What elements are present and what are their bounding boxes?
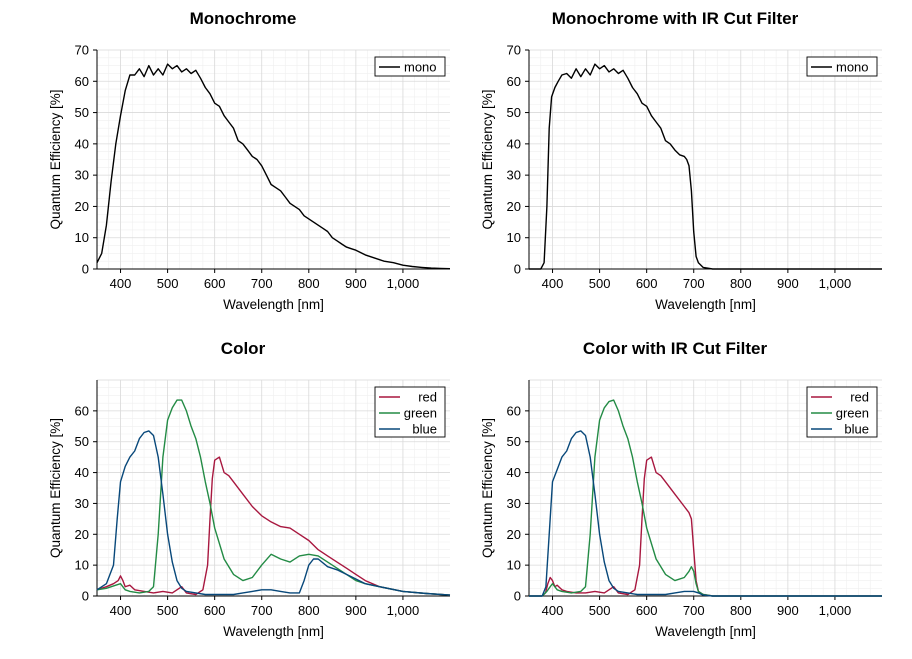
- y-tick-label: 30: [507, 496, 521, 511]
- y-tick-label: 20: [75, 527, 89, 542]
- legend-label-green: green: [404, 406, 437, 421]
- legend-label-red: red: [418, 390, 437, 405]
- x-tick-label: 700: [251, 276, 273, 291]
- x-tick-label: 900: [777, 603, 799, 618]
- y-tick-label: 10: [75, 230, 89, 245]
- y-tick-label: 0: [514, 589, 521, 604]
- legend-label-mono: mono: [836, 60, 869, 75]
- x-tick-label: 500: [589, 603, 611, 618]
- legend-label-red: red: [850, 390, 869, 405]
- legend-box: [806, 56, 878, 77]
- y-tick-label: 30: [507, 168, 521, 183]
- y-tick-label: 0: [514, 262, 521, 277]
- legend-label-blue: blue: [412, 422, 437, 437]
- x-tick-label: 600: [204, 276, 226, 291]
- legend: mono: [374, 56, 446, 77]
- x-tick-label: 900: [345, 603, 367, 618]
- y-axis-label: Quantum Efficiency [%]: [480, 418, 495, 558]
- x-tick-label: 700: [683, 603, 705, 618]
- series-line-blue: [96, 430, 451, 596]
- chart-panel-1: 400 500 600 700 800 900 1,000 0 10 20 30 40 50 60 70 Wa…: [48, 9, 451, 312]
- series-line-mono: [96, 63, 451, 270]
- y-tick-label: 50: [75, 105, 89, 120]
- y-tick-label: 50: [507, 105, 521, 120]
- x-tick-label: 800: [730, 276, 752, 291]
- y-tick-label: 30: [75, 496, 89, 511]
- x-tick-label: 1,000: [819, 603, 852, 618]
- x-tick-label: 1,000: [819, 276, 852, 291]
- x-tick-label: 500: [589, 276, 611, 291]
- series-line-green: [96, 399, 451, 596]
- y-tick-label: 70: [507, 43, 521, 58]
- series-line-mono: [529, 63, 882, 270]
- x-tick-label: 600: [636, 276, 658, 291]
- x-tick-label: 500: [157, 603, 179, 618]
- series-line-green: [529, 399, 882, 597]
- y-tick-label: 60: [507, 403, 521, 418]
- legend-label-green: green: [836, 406, 869, 421]
- chart-title: Monochrome: [190, 9, 297, 28]
- x-tick-label: 500: [157, 276, 179, 291]
- y-tick-label: 20: [507, 199, 521, 214]
- x-axis-label: Wavelength [nm]: [655, 297, 756, 312]
- legend: mono: [806, 56, 878, 77]
- y-axis-label: Quantum Efficiency [%]: [48, 418, 63, 558]
- y-tick-label: 50: [507, 434, 521, 449]
- y-tick-label: 20: [75, 199, 89, 214]
- y-tick-label: 0: [82, 262, 89, 277]
- y-tick-label: 0: [82, 589, 89, 604]
- y-axis-label: Quantum Efficiency [%]: [480, 89, 495, 229]
- y-tick-label: 50: [75, 434, 89, 449]
- y-tick-label: 10: [507, 230, 521, 245]
- x-tick-label: 700: [251, 603, 273, 618]
- x-tick-label: 400: [110, 276, 132, 291]
- y-tick-label: 70: [75, 43, 89, 58]
- x-tick-label: 1,000: [387, 603, 420, 618]
- x-axis-label: Wavelength [nm]: [223, 624, 324, 639]
- x-tick-label: 600: [636, 603, 658, 618]
- y-tick-label: 10: [75, 558, 89, 573]
- chart-panel-4: 400 500 600 700 800 900 1,000 0 10 20 30 40 50 60 Wave…: [480, 339, 882, 639]
- series-line-red: [96, 456, 451, 596]
- y-tick-label: 20: [507, 527, 521, 542]
- series-line-blue: [529, 430, 882, 597]
- y-tick-label: 40: [75, 136, 89, 151]
- y-axis-label: Quantum Efficiency [%]: [48, 89, 63, 229]
- y-tick-label: 60: [75, 74, 89, 89]
- y-tick-label: 40: [75, 465, 89, 480]
- chart-panel-3: 400 500 600 700 800 900 1,000 0 10 20 30 40 50 60 Wave…: [48, 339, 451, 639]
- x-axis-label: Wavelength [nm]: [223, 297, 324, 312]
- x-tick-label: 800: [298, 603, 320, 618]
- x-tick-label: 400: [110, 603, 132, 618]
- chart-title: Color: [221, 339, 266, 358]
- x-tick-label: 900: [345, 276, 367, 291]
- y-tick-label: 60: [507, 74, 521, 89]
- x-tick-label: 900: [777, 276, 799, 291]
- chart-title: Color with IR Cut Filter: [583, 339, 768, 358]
- y-tick-label: 30: [75, 168, 89, 183]
- legend-label-mono: mono: [404, 60, 437, 75]
- x-tick-label: 400: [542, 603, 564, 618]
- y-tick-label: 40: [507, 136, 521, 151]
- x-tick-label: 1,000: [387, 276, 420, 291]
- legend-label-blue: blue: [844, 422, 869, 437]
- y-tick-label: 10: [507, 558, 521, 573]
- legend-box: [374, 56, 446, 77]
- x-tick-label: 600: [204, 603, 226, 618]
- chart-panel-2: 400 500 600 700 800 900 1,000 0 10 20 30 40 50 60 70 Wa…: [480, 9, 882, 312]
- y-tick-label: 60: [75, 403, 89, 418]
- x-axis-label: Wavelength [nm]: [655, 624, 756, 639]
- y-tick-label: 40: [507, 465, 521, 480]
- x-tick-label: 800: [298, 276, 320, 291]
- chart-title: Monochrome with IR Cut Filter: [552, 9, 799, 28]
- x-tick-label: 700: [683, 276, 705, 291]
- x-tick-label: 400: [542, 276, 564, 291]
- x-tick-label: 800: [730, 603, 752, 618]
